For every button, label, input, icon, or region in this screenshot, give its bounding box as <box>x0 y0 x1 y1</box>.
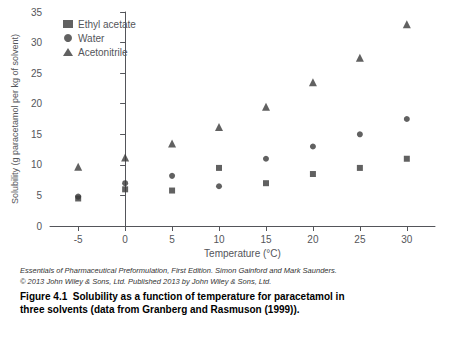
svg-text:Water: Water <box>78 33 105 44</box>
svg-text:30: 30 <box>31 37 43 48</box>
svg-text:Ethyl acetate: Ethyl acetate <box>78 19 136 30</box>
svg-text:10: 10 <box>31 159 43 170</box>
svg-text:20: 20 <box>307 234 319 245</box>
svg-text:Acetonitrile: Acetonitrile <box>78 47 128 58</box>
svg-text:15: 15 <box>260 234 272 245</box>
svg-text:10: 10 <box>213 234 225 245</box>
svg-text:5: 5 <box>36 190 42 201</box>
svg-text:25: 25 <box>354 234 366 245</box>
svg-text:-5: -5 <box>74 234 83 245</box>
svg-text:© 2013 John Wiley & Sons, Ltd.: © 2013 John Wiley & Sons, Ltd. Published… <box>20 277 271 286</box>
svg-text:5: 5 <box>169 234 175 245</box>
svg-text:15: 15 <box>31 129 43 140</box>
svg-text:Solubility (g paracetamol per: Solubility (g paracetamol per kg of solv… <box>10 34 20 204</box>
svg-text:20: 20 <box>31 98 43 109</box>
svg-text:Temperature (°C): Temperature (°C) <box>204 248 281 259</box>
svg-text:25: 25 <box>31 68 43 79</box>
svg-text:Essentials of Pharmaceutical P: Essentials of Pharmaceutical Preformulat… <box>20 266 337 275</box>
svg-text:30: 30 <box>401 234 413 245</box>
svg-text:0: 0 <box>36 221 42 232</box>
svg-text:three solvents (data from Gran: three solvents (data from Granberg and R… <box>20 304 300 315</box>
svg-text:35: 35 <box>31 7 43 18</box>
svg-text:Figure 4.1 Solubility as a fu: Figure 4.1 Solubility as a function of t… <box>20 291 345 302</box>
svg-text:0: 0 <box>122 234 128 245</box>
